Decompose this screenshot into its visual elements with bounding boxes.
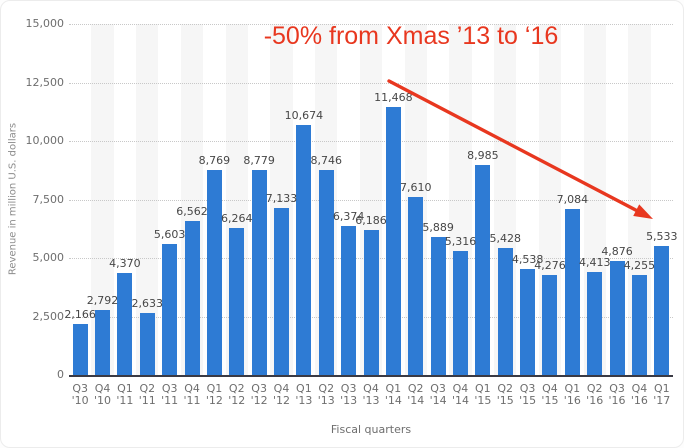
y-tick-label: 12,500 [25, 75, 65, 89]
bar[interactable] [385, 106, 401, 375]
bar-value-label: 4,413 [578, 255, 611, 269]
y-gridline [69, 141, 673, 142]
y-gridline [69, 24, 673, 25]
bar-value-label: 5,889 [422, 221, 454, 235]
x-tick-label: Q2 '12 [228, 382, 246, 407]
bar[interactable] [654, 245, 670, 375]
x-axis-title: Fiscal quarters [330, 423, 412, 436]
x-tick-label: Q1 '12 [205, 382, 223, 407]
x-tick-label: Q3 '12 [250, 382, 268, 407]
y-tick-label: 2,500 [32, 309, 65, 323]
bar[interactable] [318, 170, 334, 375]
bar-value-label: 8,779 [243, 153, 275, 167]
x-tick-label: Q1 '16 [563, 382, 581, 407]
bar[interactable] [117, 272, 133, 375]
bar-value-label: 7,133 [265, 192, 298, 206]
y-tick-label: 7,500 [32, 192, 65, 206]
bar-value-label: 5,533 [646, 229, 678, 243]
y-tick-label: 5,000 [32, 251, 65, 264]
bar-value-label: 2,633 [131, 297, 164, 311]
bar-value-label: 5,316 [444, 234, 477, 248]
bar[interactable] [520, 268, 536, 375]
bar[interactable] [95, 309, 111, 375]
x-tick-label: Q1 '14 [384, 382, 402, 407]
x-tick-label: Q4 '12 [272, 382, 291, 407]
bar-value-label: 6,374 [332, 209, 365, 223]
bar[interactable] [564, 209, 580, 375]
bar-value-label: 5,428 [489, 231, 521, 245]
x-tick-label: Q1 '17 [653, 382, 671, 407]
bar-value-label: 8,985 [467, 148, 499, 162]
bar-value-label: 4,370 [109, 256, 141, 270]
bar[interactable] [363, 230, 379, 375]
bar-value-label: 2,166 [64, 308, 96, 322]
bar-value-label: 5,603 [153, 227, 186, 241]
x-tick-label: Q4 '16 [630, 382, 648, 407]
bar[interactable] [542, 274, 558, 375]
x-tick-label: Q2 '11 [138, 382, 156, 407]
bar-value-label: 4,276 [534, 258, 566, 272]
bar[interactable] [430, 237, 446, 375]
bar-value-label: 6,562 [176, 205, 208, 219]
x-tick-label: Q1 '13 [295, 382, 313, 407]
x-tick-label: Q4 '11 [183, 382, 201, 407]
y-tick-label: 15,000 [25, 17, 65, 30]
x-tick-label: Q4 '15 [541, 382, 559, 407]
bar-value-label: 4,876 [601, 244, 633, 258]
bar[interactable] [296, 125, 312, 375]
y-tick-label: 10,000 [25, 134, 65, 147]
bar[interactable] [631, 275, 647, 375]
bar-value-label: 4,255 [623, 259, 656, 273]
x-tick-label: Q2 '16 [586, 382, 604, 407]
bar[interactable] [609, 260, 625, 375]
bar[interactable] [408, 196, 424, 375]
y-tick-label: 0 [57, 368, 64, 381]
x-tick-label: Q3 '10 [71, 382, 89, 407]
bar-value-label: 8,746 [310, 154, 343, 168]
bar[interactable] [206, 169, 222, 375]
bar-value-label: 7,084 [556, 193, 589, 207]
x-tick-label: Q2 '13 [317, 382, 335, 407]
bar-value-label: 10,674 [284, 109, 324, 123]
bar[interactable] [162, 243, 178, 375]
y-gridline [69, 82, 673, 84]
bar-value-label: 6,186 [355, 214, 387, 228]
x-tick-label: Q1 '15 [474, 382, 492, 407]
bar-value-label: 8,769 [198, 153, 231, 167]
bar[interactable] [139, 313, 155, 375]
bar[interactable] [184, 221, 200, 375]
x-tick-label: Q1 '11 [116, 382, 134, 407]
x-tick-label: Q3 '13 [340, 382, 358, 407]
bar-value-label: 11,468 [374, 90, 413, 104]
bar-value-label: 6,264 [221, 212, 253, 226]
x-tick-label: Q4 '10 [94, 382, 112, 407]
bar[interactable] [497, 247, 513, 375]
x-tick-label: Q3 '16 [608, 382, 626, 407]
x-tick-label: Q2 '15 [496, 382, 514, 407]
y-gridline [69, 199, 673, 201]
bar[interactable] [475, 164, 491, 375]
bar-value-label: 7,610 [399, 180, 432, 194]
bar[interactable] [229, 228, 245, 375]
bar[interactable] [274, 208, 290, 375]
x-tick-label: Q4 '13 [362, 382, 380, 407]
x-tick-label: Q3 '15 [519, 382, 537, 407]
bar[interactable] [72, 324, 88, 375]
x-tick-label: Q2 '14 [407, 382, 425, 407]
bar[interactable] [341, 225, 357, 375]
x-tick-label: Q4 '14 [451, 382, 469, 407]
annotation-text: -50% from Xmas ’13 to ‘16 [263, 22, 559, 50]
bar-value-label: 4,538 [511, 252, 544, 266]
x-tick-label: Q3 '11 [161, 382, 179, 407]
bar[interactable] [251, 169, 267, 375]
bar-value-label: 2,792 [86, 293, 119, 307]
bar[interactable] [452, 250, 468, 375]
bar[interactable] [587, 271, 603, 375]
x-tick-label: Q3 '14 [429, 382, 447, 407]
x-axis-line [69, 375, 673, 377]
